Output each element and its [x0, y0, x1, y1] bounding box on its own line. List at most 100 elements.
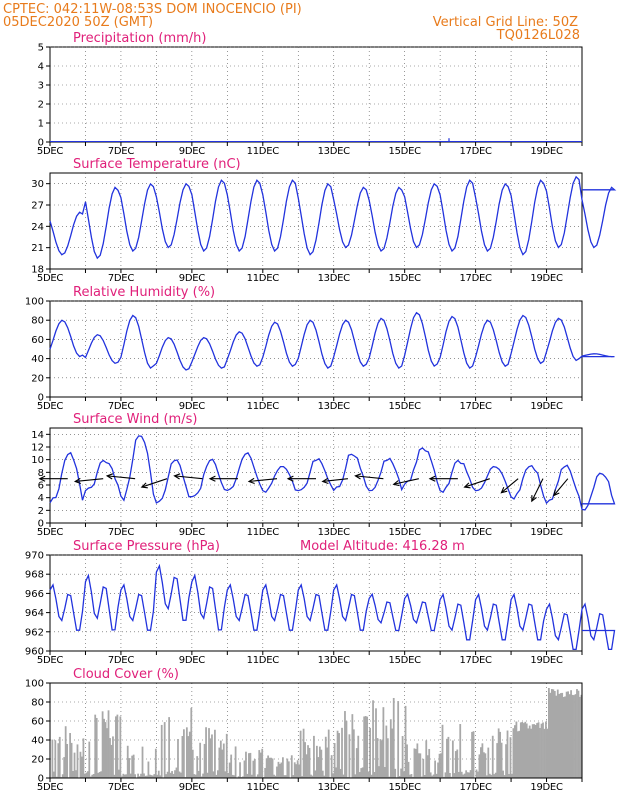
- cloud-bar: [568, 694, 571, 778]
- cloud-bar: [431, 775, 434, 778]
- cloud-bar: [511, 773, 513, 778]
- cloud-bar: [175, 767, 178, 778]
- panel-frame: [49, 300, 583, 398]
- cloud-bar: [494, 772, 497, 778]
- x-tick-label: 9DEC: [179, 655, 205, 666]
- cloud-bar: [440, 753, 442, 778]
- cloud-bar: [341, 727, 343, 778]
- cloud-bar: [249, 752, 252, 778]
- wind-arrow-head: [354, 473, 362, 480]
- cloud-bar: [301, 776, 303, 778]
- cloud-bar: [252, 760, 255, 778]
- cloud-bar: [237, 776, 240, 778]
- cloud-bar: [208, 728, 210, 778]
- cloud-bar: [116, 714, 119, 778]
- cloud-bar: [548, 688, 550, 778]
- y-tick-label: 4: [38, 493, 44, 504]
- cloud-bar: [138, 776, 141, 778]
- cloud-bar: [376, 738, 379, 778]
- y-tick-label: 964: [25, 608, 44, 619]
- cloud-bar: [443, 776, 445, 778]
- cloud-bar: [58, 736, 61, 778]
- x-tick-label: 15DEC: [389, 273, 422, 284]
- cloud-bar: [497, 728, 500, 778]
- wind-arrow-head: [73, 477, 81, 485]
- y-tick-label: 100: [25, 679, 44, 690]
- cloud-bar: [392, 697, 395, 778]
- cloud-bar: [97, 772, 100, 778]
- cloud-bar: [63, 757, 66, 778]
- wind-arrow-shaft: [464, 478, 490, 488]
- cloud-bar: [190, 707, 193, 778]
- cloud-bar: [314, 770, 317, 778]
- cloud-bar: [540, 723, 543, 778]
- wind-arrow-shaft: [393, 478, 419, 485]
- cloud-bar: [242, 776, 244, 778]
- cloud-bar: [378, 766, 380, 778]
- cloud-bar: [277, 761, 280, 778]
- cloud-bar: [234, 746, 237, 778]
- cloud-bar: [177, 739, 179, 778]
- x-tick-label: 17DEC: [459, 401, 492, 412]
- cloud-bar: [451, 740, 454, 778]
- cloud-bar: [536, 723, 538, 778]
- wind-arrow: [500, 478, 519, 494]
- cloud-bar: [400, 768, 403, 778]
- y-tick-label: 966: [25, 589, 44, 600]
- wind-arrow: [531, 478, 544, 503]
- cloud-bar: [313, 735, 315, 778]
- cloud-bar: [224, 771, 227, 778]
- cloud-bar: [364, 716, 367, 778]
- y-tick-label: 30: [31, 179, 44, 190]
- cloud-bar: [397, 701, 400, 778]
- cloud-bar: [487, 747, 490, 778]
- cloud-bar: [153, 774, 156, 778]
- panel-title: Precipitation (mm/h): [73, 31, 206, 46]
- cloud-bar: [505, 744, 507, 778]
- cloud-bar: [546, 728, 549, 778]
- x-tick-label: 7DEC: [108, 655, 134, 666]
- cloud-bar: [265, 758, 268, 778]
- cloud-bar: [516, 731, 519, 778]
- cloud-bar: [109, 738, 111, 778]
- cloud-bar: [373, 772, 376, 778]
- cloud-bar: [144, 775, 147, 778]
- cloud-bar: [444, 772, 447, 778]
- cloud-bar: [539, 727, 541, 778]
- cloud-bar: [326, 747, 329, 778]
- x-tick-label: 11DEC: [247, 782, 280, 793]
- cloud-bar: [454, 751, 457, 778]
- cloud-bar: [386, 738, 389, 778]
- cloud-bar: [75, 770, 77, 778]
- y-tick-label: 962: [25, 627, 44, 638]
- cloud-bar: [231, 774, 234, 778]
- cloud-bar: [94, 714, 97, 778]
- cloud-bar: [472, 731, 475, 778]
- wind-arrow: [140, 478, 168, 489]
- y-tick-label: 20: [31, 755, 44, 766]
- cloud-bar: [218, 747, 221, 778]
- cloud-bar: [435, 773, 438, 778]
- cloud-bar: [556, 689, 559, 778]
- cloud-bar: [545, 721, 547, 778]
- cloud-bar: [259, 752, 262, 778]
- cloud-bar: [239, 762, 241, 778]
- wind-arrow-head: [247, 477, 255, 485]
- cloud-bar: [327, 729, 330, 778]
- series-line: [49, 563, 616, 651]
- cloud-bar: [262, 776, 265, 778]
- cloud-bar: [423, 775, 426, 778]
- cloud-bar: [154, 748, 157, 778]
- cloud-bar: [284, 775, 287, 778]
- cloud-bar: [298, 764, 301, 778]
- cloud-bar: [528, 725, 531, 778]
- cloud-bar: [267, 755, 270, 778]
- cloud-bar: [415, 748, 417, 778]
- y-tick-label: 24: [31, 222, 44, 233]
- cloud-bar: [197, 770, 200, 778]
- cloud-bar: [407, 761, 410, 778]
- cloud-bar: [274, 775, 277, 778]
- y-tick-label: 18: [31, 265, 44, 276]
- cloud-bar: [98, 772, 101, 778]
